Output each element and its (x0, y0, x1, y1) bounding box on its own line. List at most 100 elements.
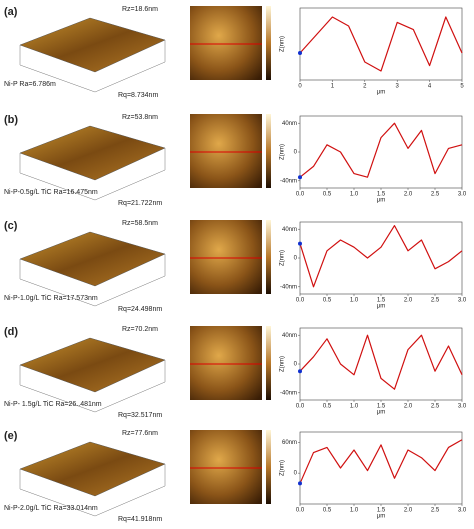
x-tick-label: 1.0 (350, 508, 359, 514)
y-axis-label: Z(nm) (280, 144, 286, 160)
color-bar (266, 114, 271, 188)
afm-3d-axes (19, 254, 166, 307)
afm-3d-axes (19, 464, 166, 517)
afm-2d-image (190, 220, 262, 294)
profile-line (299, 225, 463, 288)
panel-label: (b) (4, 114, 18, 126)
afm-2d-image (190, 326, 262, 400)
x-tick-label: 2.0 (404, 508, 413, 514)
x-axis-label: μm (377, 514, 385, 520)
x-tick-label: 3.0 (458, 508, 467, 514)
y-tick-label: -40nm (280, 178, 297, 184)
y-tick-label: 40nm (282, 121, 297, 127)
panel-label: (e) (4, 430, 18, 442)
x-tick-label: 3.0 (458, 298, 467, 304)
x-tick-label: 2.0 (404, 192, 413, 198)
profile-frame (299, 431, 463, 505)
rz-label: Rz=18.6nm (122, 6, 158, 13)
x-tick-label: 0.0 (296, 192, 305, 198)
afm-3d-axes (19, 148, 166, 201)
rq-label: Rq=32.517nm (118, 412, 162, 419)
afm-2d-image (190, 114, 262, 188)
x-tick-label: 1.0 (350, 298, 359, 304)
afm-3d-surface (19, 125, 166, 181)
x-tick-label: 3.0 (458, 404, 467, 410)
panel-label: (a) (4, 6, 18, 18)
x-tick-label: 1.0 (350, 404, 359, 410)
profile-line (299, 439, 463, 484)
rz-label: Rz=77.6nm (122, 430, 158, 437)
x-tick-label: 0.0 (296, 404, 305, 410)
x-axis-label: μm (377, 304, 385, 310)
y-axis-label: Z(nm) (280, 36, 286, 52)
rq-label: Rq=41.918nm (118, 516, 162, 523)
profile-line (299, 334, 463, 390)
y-tick-label: -40nm (280, 284, 297, 290)
afm-3d-surface (19, 17, 166, 73)
color-bar (266, 430, 271, 504)
profile-start-point (298, 481, 302, 486)
afm-3d-surface (19, 337, 166, 393)
y-tick-label: 0 (294, 256, 298, 262)
x-tick-label: 2.5 (431, 298, 440, 304)
y-tick-label: 40nm (282, 227, 297, 233)
x-tick-label: 3.0 (458, 192, 467, 198)
x-tick-label: 1.0 (350, 192, 359, 198)
y-axis-label: Z(nm) (280, 356, 286, 372)
x-tick-label: 2.5 (431, 404, 440, 410)
x-tick-label: 2.5 (431, 508, 440, 514)
rq-label: Rq=8.734nm (118, 92, 158, 99)
profile-line (299, 16, 463, 72)
afm-3d-axes (19, 360, 166, 413)
x-tick-label: 2.0 (404, 298, 413, 304)
profile-start-point (298, 241, 302, 246)
y-tick-label: -40nm (280, 390, 297, 396)
rz-label: Rz=53.8nm (122, 114, 158, 121)
x-tick-label: 0.5 (323, 298, 332, 304)
rz-label: Rz=70.2nm (122, 326, 158, 333)
profile-start-point (298, 51, 302, 55)
sample-ra-label: Ni-P- 1.5g/L TiC Ra=26..481nm (4, 401, 102, 408)
x-axis-label: μm (377, 410, 385, 416)
x-axis-label: μm (377, 198, 385, 204)
y-tick-label: 0 (294, 150, 298, 156)
x-tick-label: 2.0 (404, 404, 413, 410)
y-axis-label: Z(nm) (280, 460, 286, 476)
x-tick-label: 0.5 (323, 508, 332, 514)
y-tick-label: 0 (294, 471, 298, 477)
x-tick-label: 0.0 (296, 298, 305, 304)
afm-3d-surface (19, 441, 166, 497)
x-tick-label: 0.0 (296, 508, 305, 514)
x-tick-label: 0 (298, 84, 302, 90)
sample-ra-label: Ni-P-2.0g/L TiC Ra=33.014nm (4, 505, 98, 512)
profile-start-point (298, 369, 302, 374)
profile-frame (299, 7, 463, 81)
profile-start-point (298, 175, 302, 180)
x-tick-label: 2.5 (431, 192, 440, 198)
afm-2d-image (190, 6, 262, 80)
x-tick-label: 0.5 (323, 192, 332, 198)
x-tick-label: 2 (363, 84, 367, 90)
x-tick-label: 1.5 (377, 192, 386, 198)
profile-frame (299, 327, 463, 401)
afm-2d-image (190, 430, 262, 504)
panel-label: (c) (4, 220, 18, 232)
profile-line (299, 122, 463, 178)
color-bar (266, 326, 271, 400)
sample-ra-label: Ni-P Ra=6.786m (4, 81, 56, 88)
x-tick-label: 4 (428, 84, 432, 90)
color-bar (266, 220, 271, 294)
profile-frame (299, 115, 463, 189)
x-tick-label: 5 (460, 84, 464, 90)
x-tick-label: 1.5 (377, 508, 386, 514)
x-tick-label: 0.5 (323, 404, 332, 410)
x-tick-label: 1 (331, 84, 335, 90)
y-tick-label: 60nm (282, 440, 297, 446)
sample-ra-label: Ni-P-1.0g/L TiC Ra=17.573nm (4, 295, 98, 302)
x-axis-label: μm (377, 90, 385, 96)
x-tick-label: 1.5 (377, 404, 386, 410)
color-bar (266, 6, 271, 80)
sample-ra-label: Ni-P-0.5g/L TiC Ra=16.475nm (4, 189, 98, 196)
afm-3d-axes (19, 40, 166, 93)
